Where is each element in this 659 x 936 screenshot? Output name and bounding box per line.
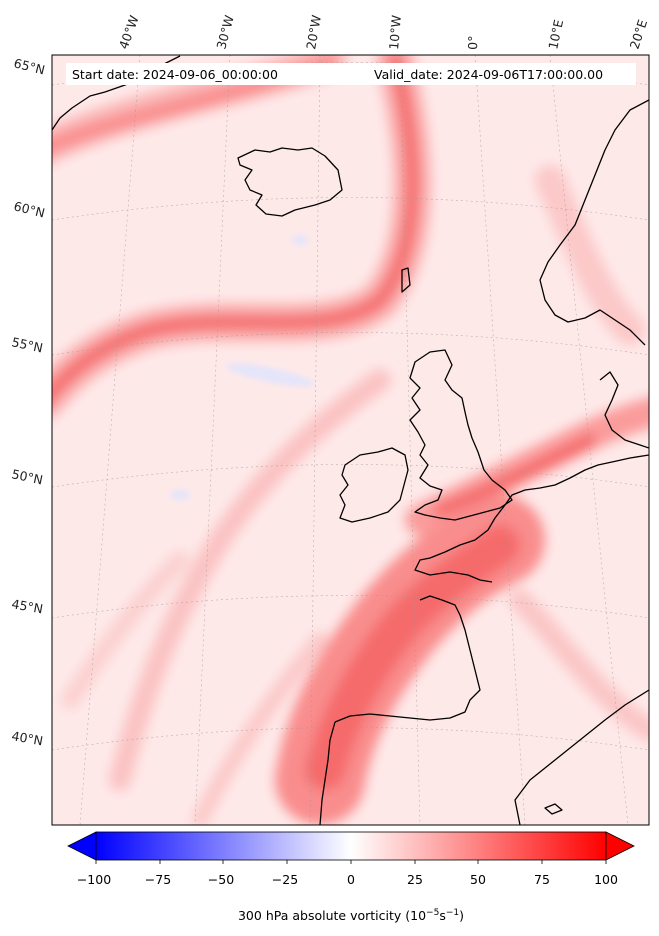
vorticity-field bbox=[52, 55, 649, 825]
colorbar-tick-label: −75 bbox=[145, 872, 171, 887]
colorbar-title: 300 hPa absolute vorticity (10−5s−1) bbox=[238, 908, 464, 923]
colorbar-title-exp1: −5 bbox=[426, 908, 439, 918]
coast-iberia bbox=[319, 721, 336, 825]
map-frame bbox=[51, 54, 650, 826]
graticule bbox=[52, 55, 649, 825]
lon-label-30w: 30°W bbox=[213, 14, 236, 51]
coast-ireland bbox=[339, 447, 409, 523]
colorbar-title-mid: s bbox=[439, 908, 446, 923]
colorbar-tick-label: 0 bbox=[347, 872, 355, 887]
longitude-labels: 40°W 30°W 20°W 10°W 0° 10°E 20°E bbox=[116, 13, 650, 51]
colorbar-tick-label: 75 bbox=[534, 872, 550, 887]
vorticity-band-west bbox=[109, 369, 391, 791]
coast-norway bbox=[539, 99, 649, 346]
lon-label-10e: 10°E bbox=[545, 18, 566, 51]
colorbar-gradient bbox=[95, 831, 607, 861]
colorbar-tick-label: 25 bbox=[407, 872, 423, 887]
start-date-text: Start date: 2024-09-06_00:00:00 bbox=[72, 67, 278, 82]
lat-label-55n: 55°N bbox=[10, 334, 44, 355]
negative-vorticity-patch bbox=[225, 363, 315, 387]
lon-label-10w: 10°W bbox=[386, 15, 404, 51]
coast-britain bbox=[409, 349, 513, 521]
colorbar-title-main: 300 hPa absolute vorticity (10 bbox=[238, 908, 426, 923]
colorbar-tick-label: 100 bbox=[594, 872, 618, 887]
colorbar-tick-label: −100 bbox=[77, 872, 111, 887]
coast-continent bbox=[414, 454, 649, 583]
latitude-labels: 65°N 60°N 55°N 50°N 45°N 40°N bbox=[10, 55, 46, 748]
coast-med bbox=[514, 689, 649, 825]
colorbar-extend-high bbox=[605, 831, 635, 861]
colorbar-ticks bbox=[95, 860, 607, 864]
header-box bbox=[66, 63, 636, 85]
lat-label-50n: 50°N bbox=[10, 466, 44, 487]
lat-label-45n: 45°N bbox=[10, 596, 44, 616]
lon-label-20e: 20°E bbox=[627, 18, 651, 51]
colorbar-extend-low bbox=[67, 831, 97, 861]
valid-date-text: Valid_date: 2024-09-06T17:00:00.00 bbox=[374, 67, 603, 82]
map-panel bbox=[52, 55, 649, 825]
coast-france-west bbox=[334, 595, 481, 723]
lon-label-20w: 20°W bbox=[303, 14, 324, 51]
colorbar-tick-label: −50 bbox=[208, 872, 234, 887]
colorbar-tick-label: −25 bbox=[272, 872, 298, 887]
coast-iceland bbox=[237, 147, 343, 217]
lon-label-40w: 40°W bbox=[116, 13, 142, 51]
lat-label-65n: 65°N bbox=[12, 55, 46, 77]
lat-label-40n: 40°N bbox=[10, 728, 44, 748]
lon-label-0: 0° bbox=[465, 35, 480, 50]
coastlines bbox=[52, 55, 649, 825]
colorbar: −100 −75 −50 −25 0 25 50 75 100 300 hPa … bbox=[67, 831, 635, 923]
colorbar-title-exp2: −1 bbox=[446, 908, 459, 918]
lat-label-60n: 60°N bbox=[12, 198, 46, 220]
coast-denmark bbox=[599, 371, 649, 449]
colorbar-title-end: ) bbox=[459, 908, 464, 923]
colorbar-tick-label: 50 bbox=[470, 872, 486, 887]
